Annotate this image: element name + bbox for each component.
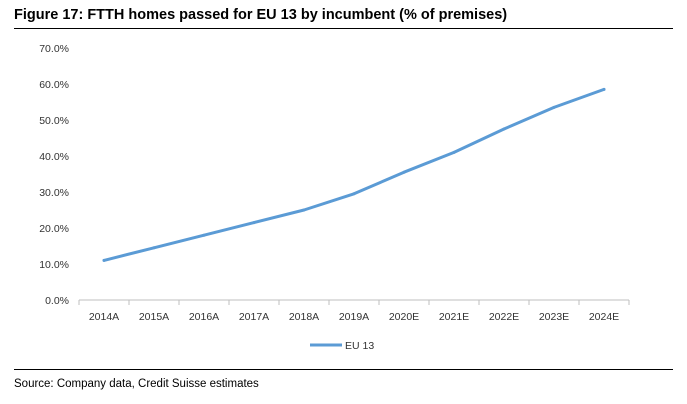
data-point xyxy=(352,192,356,196)
top-divider xyxy=(14,28,673,29)
data-point xyxy=(152,246,156,250)
data-point xyxy=(502,127,506,131)
x-tick-label: 2022E xyxy=(489,311,519,323)
x-tick-label: 2019A xyxy=(339,311,369,323)
x-tick-label: 2021E xyxy=(439,311,469,323)
data-point xyxy=(252,221,256,225)
x-tick-label: 2016A xyxy=(189,311,219,323)
y-tick-label: 20.0% xyxy=(39,223,69,235)
y-tick-label: 30.0% xyxy=(39,187,69,199)
source-note: Source: Company data, Credit Suisse esti… xyxy=(14,378,259,390)
x-tick-label: 2023E xyxy=(539,311,569,323)
data-point xyxy=(302,208,306,212)
x-tick-label: 2024E xyxy=(589,311,619,323)
data-point xyxy=(602,87,606,91)
x-tick-label: 2017A xyxy=(239,311,269,323)
bottom-divider xyxy=(14,369,673,370)
x-tick-label: 2015A xyxy=(139,311,169,323)
x-tick-label: 2018A xyxy=(289,311,319,323)
data-point xyxy=(402,170,406,174)
chart-title: Figure 17: FTTH homes passed for EU 13 b… xyxy=(14,7,508,23)
y-tick-label: 40.0% xyxy=(39,151,69,163)
y-tick-label: 60.0% xyxy=(39,79,69,91)
y-tick-label: 50.0% xyxy=(39,115,69,127)
legend-label-eu-13: EU 13 xyxy=(345,340,374,352)
x-tick-label: 2014A xyxy=(89,311,119,323)
series-line-eu-13 xyxy=(102,87,606,262)
y-tick-label: 0.0% xyxy=(45,295,69,307)
x-tick-label: 2020E xyxy=(389,311,419,323)
data-point xyxy=(202,233,206,237)
data-point xyxy=(552,105,556,109)
data-point xyxy=(102,258,106,262)
y-tick-label: 70.0% xyxy=(39,43,69,55)
y-tick-label: 10.0% xyxy=(39,259,69,271)
data-point xyxy=(452,150,456,154)
